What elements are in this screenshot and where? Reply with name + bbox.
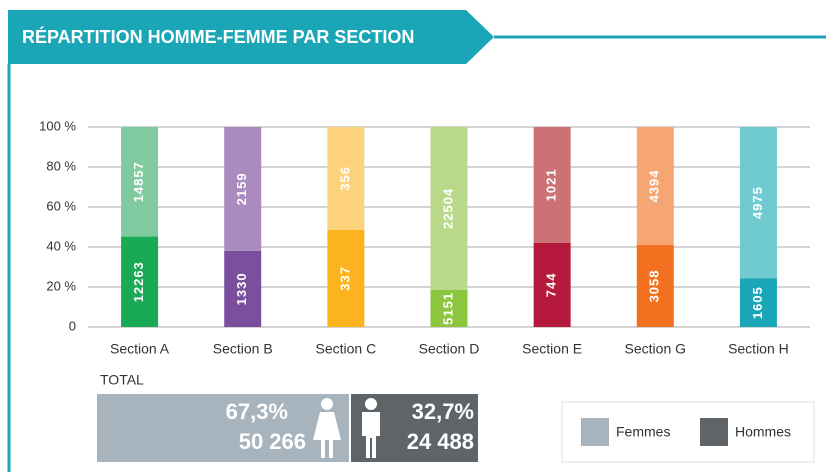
y-tick-label: 20 %: [46, 278, 76, 293]
data-label: 356: [337, 166, 352, 191]
bar-segment: [224, 250, 262, 327]
legend-swatch: [581, 418, 609, 446]
data-label: 4975: [750, 186, 765, 219]
bar-segment: [636, 127, 674, 245]
data-label: 1021: [544, 168, 559, 201]
title-banner: [8, 10, 494, 64]
hommes-total-percent: 32,7%: [412, 399, 474, 424]
bar-segment: [121, 127, 159, 237]
x-tick-label: Section B: [213, 341, 273, 357]
x-tick-label: Section H: [728, 341, 789, 357]
data-label: 1605: [750, 286, 765, 319]
data-label: 2159: [234, 172, 249, 205]
legend-swatch: [700, 418, 728, 446]
bar-segment: [224, 127, 262, 251]
hommes-total-count: 24 488: [407, 429, 474, 454]
bar-segment: [636, 244, 674, 327]
man-icon: [362, 398, 380, 458]
femmes-total-percent: 67,3%: [226, 399, 288, 424]
data-label: 14857: [131, 161, 146, 202]
x-tick-label: Section D: [419, 341, 480, 357]
bar-segment: [121, 236, 159, 327]
chart-title: RÉPARTITION HOMME-FEMME PAR SECTION: [22, 26, 414, 47]
bar-segment: [739, 278, 777, 327]
legend-label: Femmes: [616, 424, 670, 440]
bar-segment: [327, 127, 365, 230]
bar-segment: [533, 127, 571, 243]
x-tick-label: Section A: [110, 341, 170, 357]
woman-icon: [313, 398, 341, 458]
x-tick-label: Section E: [522, 341, 582, 357]
y-tick-label: 100 %: [39, 118, 76, 133]
data-label: 22504: [440, 188, 455, 229]
totals-label: TOTAL: [100, 372, 144, 388]
femmes-total-count: 50 266: [239, 429, 306, 454]
data-label: 12263: [131, 261, 146, 302]
bar-segment: [430, 289, 468, 327]
bar-segment: [327, 229, 365, 327]
bar-segment: [430, 127, 468, 290]
data-label: 337: [337, 266, 352, 291]
data-label: 4394: [647, 170, 662, 203]
y-tick-label: 80 %: [46, 158, 76, 173]
bar-segment: [533, 242, 571, 327]
x-tick-label: Section G: [625, 341, 686, 357]
x-tick-label: Section C: [316, 341, 377, 357]
y-tick-label: 0: [69, 318, 76, 333]
data-label: 744: [544, 272, 559, 297]
data-label: 1330: [234, 272, 249, 305]
data-label: 5151: [440, 292, 455, 325]
bar-segment: [739, 127, 777, 279]
femmes-total-box: [97, 394, 349, 462]
data-label: 3058: [647, 270, 662, 303]
y-tick-label: 40 %: [46, 238, 76, 253]
y-tick-label: 60 %: [46, 198, 76, 213]
legend-label: Hommes: [735, 424, 791, 440]
